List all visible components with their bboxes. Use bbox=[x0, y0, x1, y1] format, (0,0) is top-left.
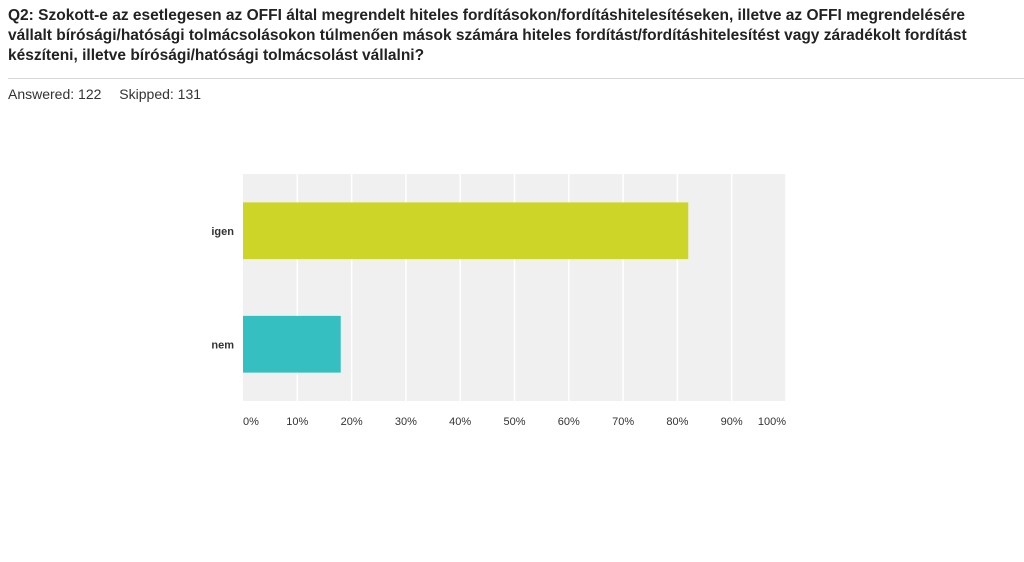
x-tick-label: 100% bbox=[758, 416, 786, 428]
x-tick-label: 30% bbox=[395, 416, 417, 428]
x-tick-label: 0% bbox=[243, 416, 259, 428]
answered-count: Answered: 122 bbox=[8, 86, 102, 102]
category-label-igen: igen bbox=[211, 226, 234, 238]
header-divider bbox=[8, 78, 1024, 79]
x-tick-label: 70% bbox=[612, 416, 634, 428]
x-tick-label: 40% bbox=[449, 416, 471, 428]
category-label-nem: nem bbox=[211, 339, 234, 351]
x-tick-label: 50% bbox=[503, 416, 525, 428]
skipped-count: Skipped: 131 bbox=[119, 86, 202, 102]
x-tick-label: 10% bbox=[286, 416, 308, 428]
x-tick-label: 60% bbox=[558, 416, 580, 428]
bar-nem bbox=[243, 315, 341, 373]
bar-igen bbox=[243, 202, 689, 260]
response-stats: Answered: 122 Skipped: 131 bbox=[8, 86, 215, 102]
x-tick-label: 20% bbox=[341, 416, 363, 428]
x-tick-label: 80% bbox=[666, 416, 688, 428]
question-title: Q2: Szokott-e az esetlegesen az OFFI ált… bbox=[8, 7, 967, 64]
x-tick-label: 90% bbox=[721, 416, 743, 428]
